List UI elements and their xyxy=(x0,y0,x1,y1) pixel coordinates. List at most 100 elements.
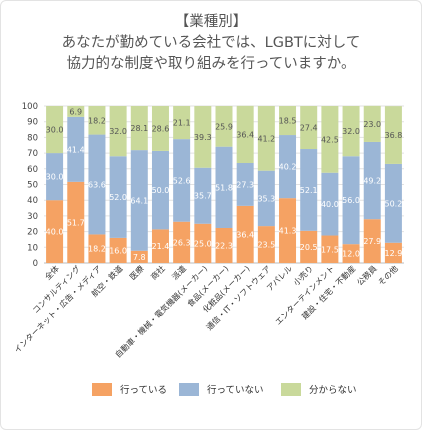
data-label: 28.1 xyxy=(130,124,148,133)
bar-segment xyxy=(215,227,233,263)
data-label: 51.7 xyxy=(67,218,85,227)
bar-segment xyxy=(363,219,381,263)
data-label: 64.1 xyxy=(130,196,148,205)
bar-segment xyxy=(384,242,402,263)
data-label: 32.0 xyxy=(109,127,127,136)
data-label: 35.3 xyxy=(257,194,275,203)
data-label: 35.7 xyxy=(194,192,212,201)
bar-segment xyxy=(363,141,381,220)
x-category-label: 全体 xyxy=(43,263,61,281)
bar-segment xyxy=(67,106,85,117)
data-label: 52.0 xyxy=(109,193,127,202)
data-label: 30.0 xyxy=(46,126,64,135)
bar-segment xyxy=(342,106,360,157)
bar-segment xyxy=(342,244,360,263)
data-label: 18.2 xyxy=(88,245,106,254)
bar-segment xyxy=(194,106,212,168)
bar-segment xyxy=(279,198,297,263)
bar-segment xyxy=(384,163,402,243)
bar-segment xyxy=(88,234,106,263)
data-label: 18.2 xyxy=(88,116,106,125)
legend-item-doing: 行っている xyxy=(92,382,167,396)
data-label: 26.3 xyxy=(173,238,191,247)
data-label: 52.1 xyxy=(300,186,318,195)
data-label: 28.6 xyxy=(152,124,170,133)
data-label: 41.2 xyxy=(257,134,275,143)
bar-segment xyxy=(215,146,233,228)
bar-segment xyxy=(109,156,127,238)
data-label: 40.2 xyxy=(279,163,297,172)
bar-segment xyxy=(173,139,191,222)
data-label: 51.8 xyxy=(215,183,233,192)
x-category-label: その他 xyxy=(376,263,400,287)
bar-segment xyxy=(46,153,64,201)
data-label: 16.0 xyxy=(109,246,127,255)
legend-item-not-doing: 行っていない xyxy=(179,382,264,396)
data-label: 40.0 xyxy=(321,200,339,209)
bar-segment xyxy=(257,106,275,171)
bar-segment xyxy=(67,181,85,263)
x-category-label: インターネット・広告・メディア xyxy=(12,263,104,355)
bar-segment xyxy=(257,170,275,227)
legend-label-doing: 行っている xyxy=(120,385,168,396)
x-category-label: 商社 xyxy=(149,263,167,281)
bar-segment xyxy=(173,221,191,263)
data-label: 23.5 xyxy=(257,241,275,250)
data-label: 49.2 xyxy=(363,177,381,186)
legend-swatch-doing xyxy=(92,382,112,396)
bar-segment xyxy=(130,150,148,251)
bar-segment xyxy=(67,116,85,182)
y-tick-label: 80 xyxy=(27,133,38,143)
data-label: 42.5 xyxy=(321,135,339,144)
y-tick-label: 100 xyxy=(22,102,38,112)
data-label: 40.0 xyxy=(46,228,64,237)
data-label: 25.9 xyxy=(215,122,233,131)
data-label: 36.8 xyxy=(385,131,403,140)
data-label: 32.0 xyxy=(342,127,360,136)
y-tick-label: 20 xyxy=(27,228,38,238)
data-label: 12.0 xyxy=(342,250,360,259)
data-label: 27.4 xyxy=(300,124,318,133)
data-label: 41.3 xyxy=(279,227,297,236)
bar-segment xyxy=(88,134,106,235)
bar-segment xyxy=(151,150,169,230)
bar-segment xyxy=(130,106,148,151)
data-label: 50.0 xyxy=(152,186,170,195)
bar-segment xyxy=(321,172,339,236)
legend-item-dont-know: 分からない xyxy=(281,382,357,396)
bar-segment xyxy=(257,226,275,263)
x-category-label: 医療 xyxy=(127,263,145,281)
bar-segment xyxy=(363,105,381,142)
data-label: 25.0 xyxy=(194,239,212,248)
bar-segment xyxy=(236,105,254,163)
y-tick-label: 30 xyxy=(27,212,38,222)
data-label: 56.0 xyxy=(342,196,360,205)
data-label: 41.4 xyxy=(67,145,85,154)
data-label: 30.0 xyxy=(46,173,64,182)
y-tick-label: 90 xyxy=(27,118,38,128)
bar-segment xyxy=(194,223,212,263)
bar-segment xyxy=(384,106,402,164)
data-label: 27.3 xyxy=(236,180,254,189)
bar-segment xyxy=(279,135,297,199)
data-label: 21.4 xyxy=(152,242,170,251)
y-tick-label: 0 xyxy=(33,259,38,269)
data-label: 6.9 xyxy=(69,107,82,116)
data-label: 36.4 xyxy=(236,130,254,139)
x-category-label: 派遣 xyxy=(170,263,188,281)
chart-title-category: 【業種別】 xyxy=(174,14,248,30)
y-tick-label: 10 xyxy=(27,243,38,253)
bar-segment xyxy=(215,106,233,147)
legend-swatch-dont-know xyxy=(281,382,301,396)
bar-segment xyxy=(279,106,297,136)
data-label: 18.5 xyxy=(279,117,297,126)
bar-segment xyxy=(151,229,169,263)
legend-label-dont-know: 分からない xyxy=(309,385,357,396)
bar-segment xyxy=(130,250,148,263)
data-label: 36.4 xyxy=(236,230,254,239)
bar-segment xyxy=(300,230,318,263)
bar-segment xyxy=(109,106,127,157)
bar-segment xyxy=(194,167,212,224)
chart-title-line2: 協力的な制度や取り組みを行っていますか。 xyxy=(66,56,356,72)
